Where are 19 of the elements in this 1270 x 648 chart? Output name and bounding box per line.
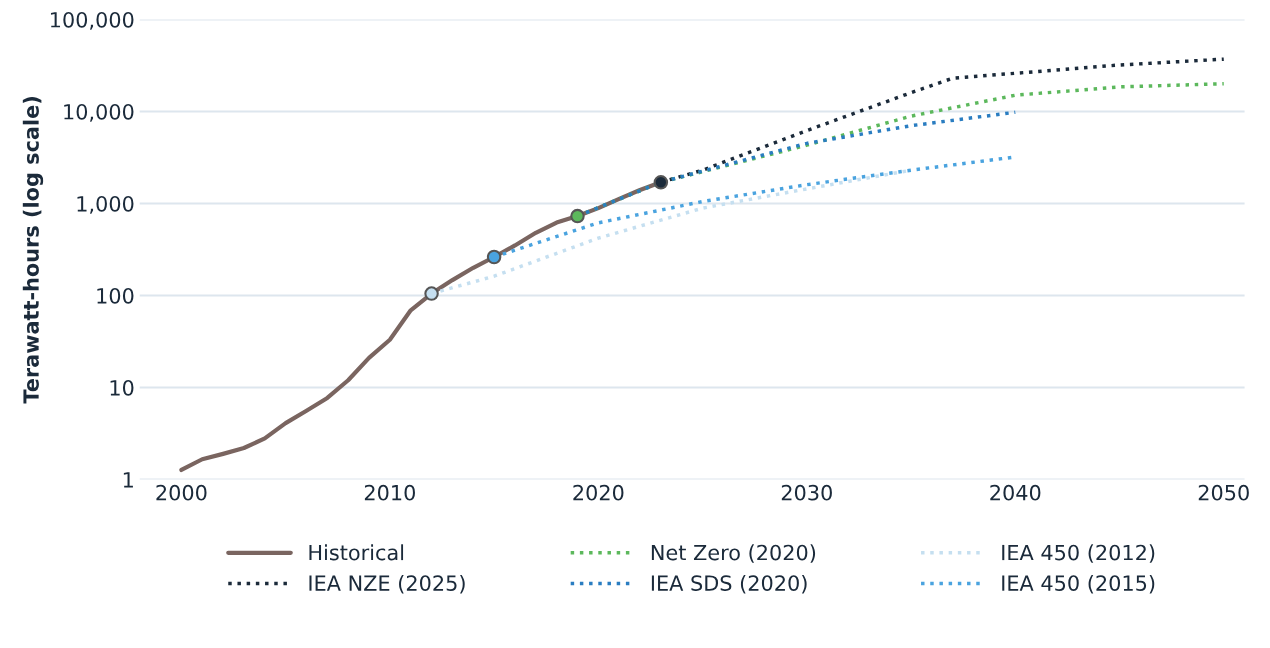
y-tick-label: 1: [123, 472, 133, 488]
y-tick-label: 10: [110, 379, 134, 396]
legend-label: IEA 450 (2015): [1002, 574, 1155, 594]
y-tick-label: 10,000: [64, 103, 134, 122]
x-tick-label: 2030: [781, 484, 832, 501]
y-tick-label: 100: [97, 287, 134, 304]
legend-label: Historical: [309, 544, 404, 561]
x-tick-label: 2050: [1198, 484, 1249, 501]
legend-label: Net Zero (2020): [651, 544, 816, 563]
x-tick-label: 2000: [156, 484, 207, 501]
y-tick-label: 100,000: [50, 11, 134, 30]
y-axis-title: Terawatt-hours (log scale): [22, 97, 44, 404]
legend-label: IEA NZE (2025): [309, 574, 465, 594]
y-tick-label: 1,000: [77, 195, 134, 214]
x-tick-label: 2020: [573, 484, 624, 501]
x-tick-label: 2040: [990, 484, 1041, 501]
legend-label: IEA SDS (2020): [651, 574, 807, 594]
x-tick-label: 2010: [364, 484, 415, 501]
legend-label: IEA 450 (2012): [1002, 544, 1155, 563]
